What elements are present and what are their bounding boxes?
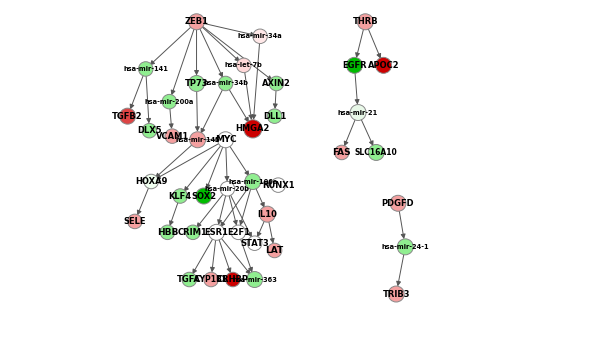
Circle shape [218,132,233,148]
Circle shape [236,58,251,73]
Circle shape [334,145,349,160]
Circle shape [173,189,187,203]
Text: TP73: TP73 [185,79,208,88]
Circle shape [160,225,175,240]
Text: TRIB3: TRIB3 [382,290,410,298]
Circle shape [119,108,136,124]
Text: hsa-mir-106a: hsa-mir-106a [228,179,277,184]
Text: hsa-mir-363: hsa-mir-363 [232,277,277,282]
Text: SLC16A10: SLC16A10 [355,148,398,157]
Circle shape [162,94,176,109]
Circle shape [376,57,391,73]
Circle shape [271,178,286,192]
Circle shape [350,105,366,121]
Text: EGFR: EGFR [342,61,367,70]
Text: DLX5: DLX5 [137,126,161,135]
Text: hsa-mir-20b: hsa-mir-20b [205,186,250,192]
Text: E2F1: E2F1 [227,228,250,237]
Text: DLL1: DLL1 [263,112,286,121]
Text: CRIM1: CRIM1 [178,228,208,237]
Text: RUNX1: RUNX1 [262,181,295,189]
Circle shape [188,76,205,91]
Text: hsa-mir-34b: hsa-mir-34b [203,81,248,86]
Text: hsa-mir-24-1: hsa-mir-24-1 [382,244,429,250]
Circle shape [259,206,275,222]
Circle shape [188,14,205,30]
Circle shape [397,239,413,255]
Circle shape [218,76,233,91]
Circle shape [247,236,262,250]
Circle shape [139,62,153,76]
Circle shape [204,272,218,287]
Text: APOC2: APOC2 [368,61,400,70]
Text: AXIN2: AXIN2 [262,79,291,88]
Text: hsa-mir-141: hsa-mir-141 [123,66,168,72]
Circle shape [209,224,224,240]
Text: hsa-mir-21: hsa-mir-21 [338,110,378,115]
Circle shape [231,225,245,240]
Text: HMGA2: HMGA2 [236,125,270,133]
Circle shape [185,225,200,240]
Text: TGFA: TGFA [178,275,201,284]
Circle shape [142,123,157,138]
Circle shape [128,214,142,229]
Text: THRB: THRB [353,17,378,26]
Circle shape [253,29,268,44]
Circle shape [244,120,262,138]
Text: hsa-mir-200a: hsa-mir-200a [145,99,194,105]
Text: hsa-let-7b: hsa-let-7b [225,62,263,68]
Circle shape [346,57,362,73]
Text: HBB: HBB [157,228,178,237]
Circle shape [190,132,206,148]
Circle shape [196,188,212,204]
Circle shape [268,109,282,123]
Text: SELE: SELE [124,217,146,226]
Circle shape [368,144,384,160]
Text: CYP1B1: CYP1B1 [194,275,227,284]
Circle shape [165,129,179,143]
Text: TGFB2: TGFB2 [112,112,143,121]
Text: ZEB1: ZEB1 [185,17,209,26]
Text: SOX2: SOX2 [191,192,217,200]
Text: HOXA9: HOXA9 [135,177,167,186]
Text: ESR1: ESR1 [205,228,229,237]
Circle shape [247,272,263,287]
Circle shape [144,174,158,189]
Text: STAT3: STAT3 [240,239,269,248]
Text: VCAM1: VCAM1 [155,132,189,140]
Circle shape [388,286,404,302]
Text: PDGFD: PDGFD [382,199,415,208]
Circle shape [226,272,240,287]
Circle shape [390,195,406,211]
Circle shape [358,14,373,30]
Text: LAT: LAT [265,246,284,255]
Circle shape [220,182,235,196]
Text: KLF4: KLF4 [169,192,192,200]
Circle shape [245,174,261,189]
Text: hsa-mir-145: hsa-mir-145 [175,137,220,143]
Circle shape [268,243,282,258]
Text: MYC: MYC [215,135,236,144]
Text: hsa-mir-34a: hsa-mir-34a [238,33,283,39]
Text: IL10: IL10 [257,210,277,219]
Circle shape [269,76,284,91]
Circle shape [182,272,197,287]
Text: FAS: FAS [332,148,351,157]
Text: CRHBP: CRHBP [217,275,249,284]
